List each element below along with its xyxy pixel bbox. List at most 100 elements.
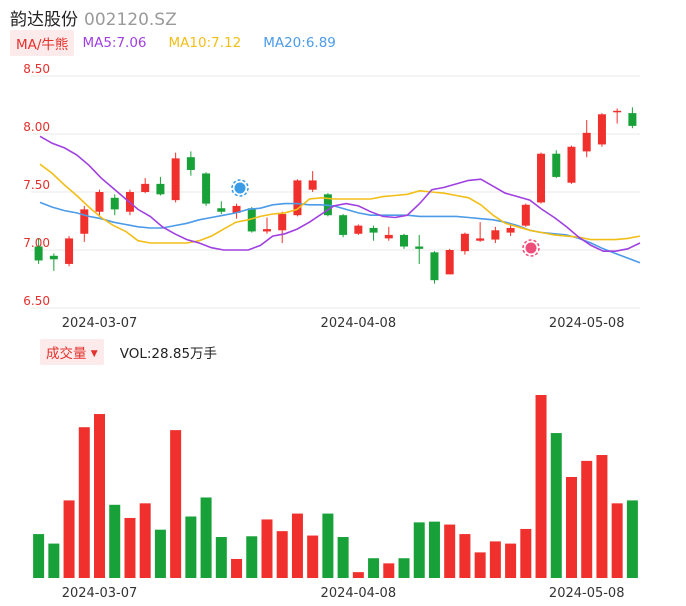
volume-bar-up [596,455,608,578]
volume-bar-up [291,513,303,578]
price-tick-label: 7.00 [23,236,50,250]
candle-up [537,153,546,203]
ma-legend: MA/牛熊 MA5:7.06 MA10:7.12 MA20:6.89 [10,30,358,56]
candle-down [247,208,256,232]
candle-up [613,110,622,113]
price-tick-label: 8.50 [23,62,50,76]
candle-up [308,180,317,190]
volume-bar-up [474,552,486,578]
price-date-label: 2024-05-08 [549,316,625,331]
volume-bar-up [94,414,106,578]
volume-bar-down [550,433,562,578]
volume-bar-down [185,516,197,578]
volume-bar-down [398,558,410,578]
volume-date-label: 2024-03-07 [62,586,138,601]
volume-bar-down [368,558,380,578]
volume-bar-down [200,497,212,578]
volume-bar-up [535,395,547,578]
volume-bar-up [124,517,136,578]
ma10-line [39,163,641,244]
volume-bar-down [413,522,425,578]
volume-bar-up [505,543,517,578]
volume-bar-up [459,534,471,578]
candle-up [293,180,302,216]
volume-bar-up [276,531,288,578]
candle-up [278,214,287,231]
candle-up [80,209,89,234]
volume-bar-down [322,513,334,578]
candle-up [521,204,530,226]
volume-bar-up [383,563,395,578]
volume-bar-up [63,500,75,578]
candle-up [445,250,454,275]
price-tick-label: 7.50 [23,178,50,192]
volume-value-label: VOL:28.85万手 [119,346,218,362]
volume-bar-up [139,503,151,578]
price-tick-label: 8.00 [23,120,50,134]
volume-bar-down [246,536,258,578]
candle-up [354,225,363,234]
volume-bar-up [170,430,182,578]
candle-up [476,238,485,241]
candle-up [95,192,104,212]
candle-up [582,132,591,152]
bear-badge-icon [234,182,246,194]
volume-legend: 成交量 ▼ VOL:28.85万手 [40,339,218,365]
candle-down [202,173,211,204]
price-date-label: 2024-03-07 [62,316,138,331]
volume-bar-up [231,558,243,578]
ma5-legend-label: MA5:7.06 [82,35,147,51]
candle-down [628,113,637,126]
volume-date-label: 2024-04-08 [321,586,397,601]
stock-name: 韵达股份 [10,10,78,30]
volume-bar-down [48,543,60,578]
volume-bar-up [261,519,273,578]
volume-bar-up [611,503,623,578]
candle-down [110,197,119,210]
candle-up [141,183,150,192]
volume-bar-up [78,427,90,578]
candle-down [217,208,226,212]
volume-bar-up [565,476,577,578]
volume-bar-down [215,537,227,578]
candle-up [262,229,271,232]
bull-badge-icon [525,242,537,254]
volume-bar-up [444,524,456,578]
candle-up [567,146,576,183]
stock-code: 002120.SZ [84,10,177,30]
volume-bar-down [428,521,440,578]
volume-bar-up [307,535,319,578]
volume-indicator-selector[interactable]: 成交量 ▼ [40,339,104,365]
chevron-down-icon: ▼ [90,349,98,359]
volume-bar-up [352,572,364,578]
candle-down [339,215,348,235]
candle-down [430,252,439,281]
candle-up [506,227,515,233]
candle-down [369,227,378,233]
candle-down [34,246,43,261]
ma10-legend-label: MA10:7.12 [168,35,242,51]
price-tick-label: 6.50 [23,294,50,308]
candle-up [384,234,393,239]
candle-up [65,238,74,264]
volume-bar-down [109,504,121,578]
candle-up [597,114,606,145]
volume-bar-down [33,534,45,578]
volume-bar-up [520,528,532,578]
volume-bar-down [154,529,166,578]
candle-up [491,230,500,240]
volume-bar-up [581,460,593,578]
volume-bar-up [489,541,501,578]
candle-down [49,255,58,260]
ma5-line [39,135,641,252]
volume-bar-down [337,537,349,578]
volume-bar-down [626,500,638,578]
candle-down [400,234,409,247]
price-date-label: 2024-04-08 [321,316,397,331]
ma-bullbear-selector[interactable]: MA/牛熊 [10,30,75,56]
ma20-legend-label: MA20:6.89 [263,35,336,51]
volume-tag-label: 成交量 [46,346,87,362]
candle-up [460,233,469,252]
candle-up [232,205,241,213]
